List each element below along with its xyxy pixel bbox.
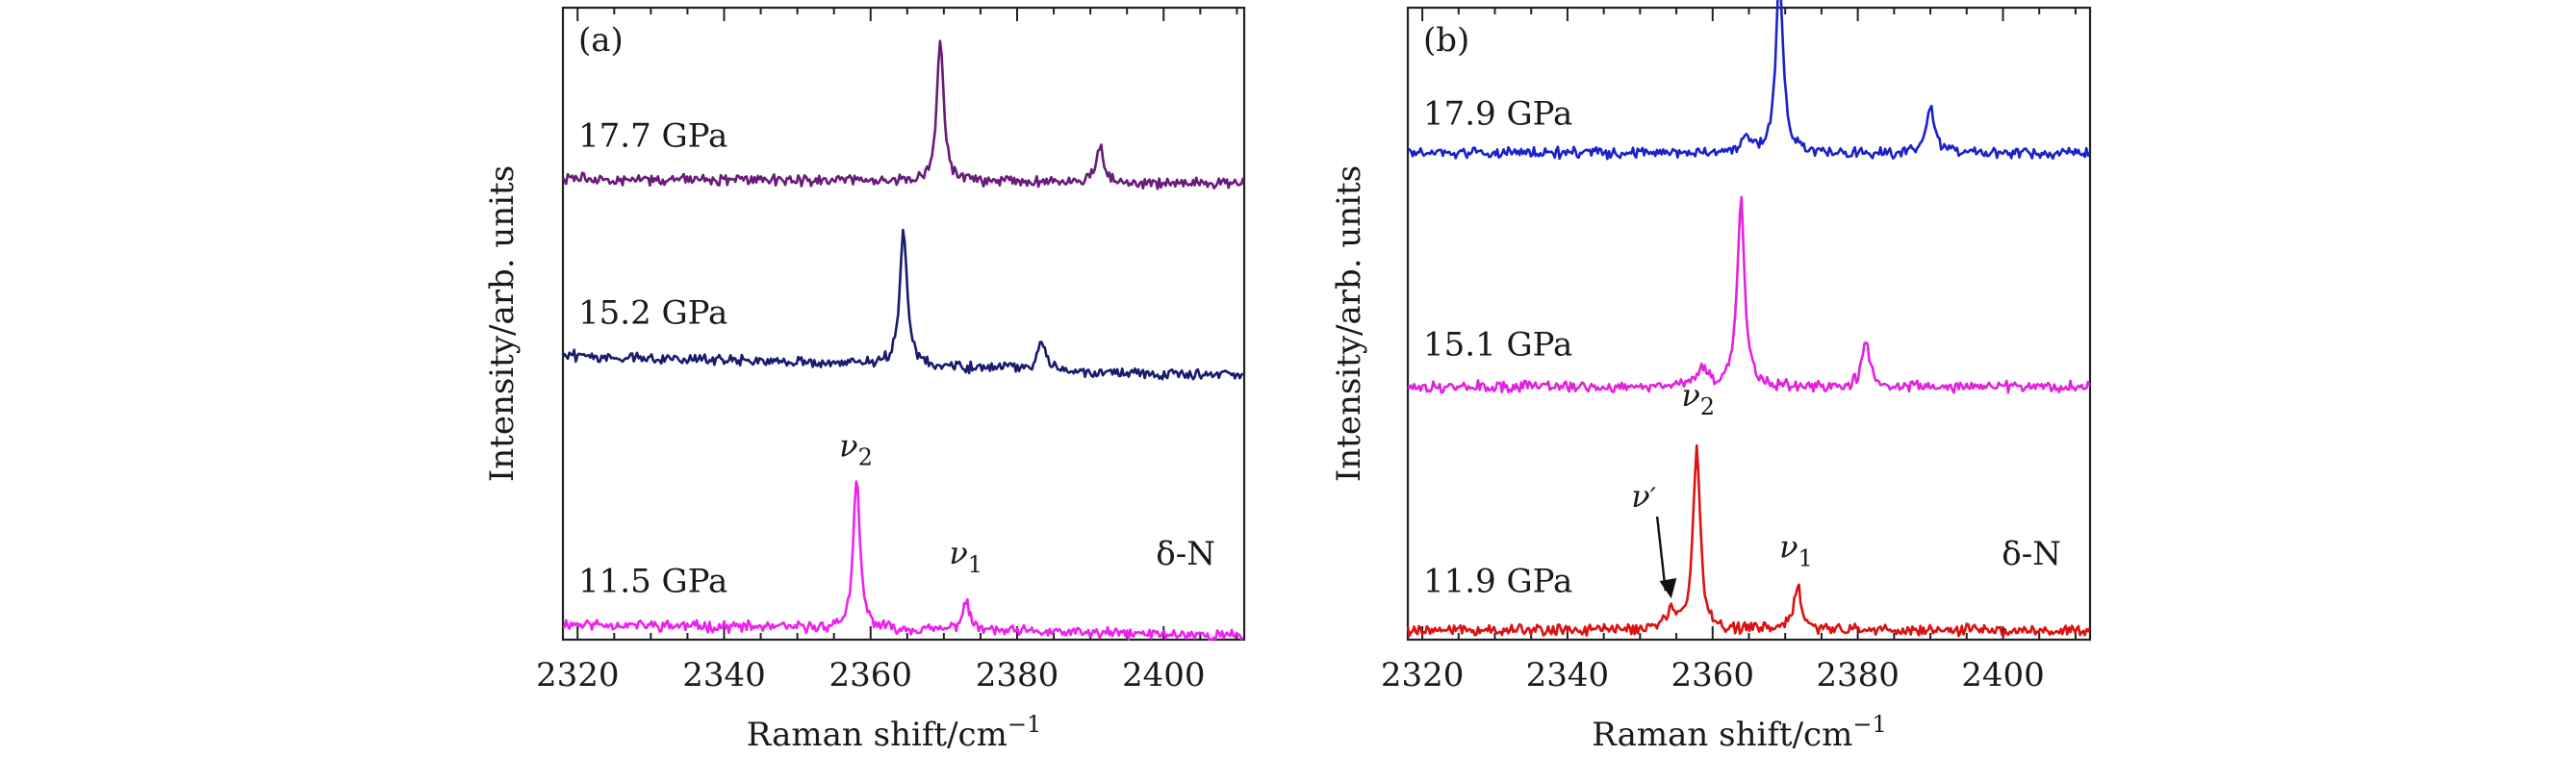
spectrum-line-15.1-gpa <box>1407 195 2091 394</box>
spectrum-line-11.9-gpa <box>1406 443 2091 638</box>
peak-symbol: ν <box>1779 529 1798 566</box>
phase-label: δ-N <box>1156 535 1215 573</box>
arrow-shaft <box>1655 516 1667 592</box>
pressure-label: 11.5 GPa <box>578 563 727 601</box>
peak-subscript: 2 <box>858 443 873 470</box>
panel-a: 2320 2340 2360 2380 2400 Raman shift/cm−1 Inte… <box>483 6 1246 754</box>
peak-symbol: ν <box>1631 478 1649 515</box>
x-axis-title-exponent: −1 <box>1852 711 1886 738</box>
panel-label: (b) <box>1423 21 1469 60</box>
x-axis-title: Raman shift/cm−1 <box>1592 711 1886 754</box>
plot-frame <box>561 6 1246 642</box>
x-tick-label: 2400 <box>1122 656 1206 694</box>
x-axis-title-text: Raman shift/cm <box>1592 716 1852 754</box>
pressure-label: 17.7 GPa <box>578 117 727 156</box>
pressure-label: 17.9 GPa <box>1423 95 1572 134</box>
peak-label-v1: ν1 <box>1779 529 1813 572</box>
x-axis-title-exponent: −1 <box>1007 711 1041 738</box>
x-tick-label: 2340 <box>682 656 766 694</box>
x-tick-label: 2320 <box>536 656 620 694</box>
x-tick-label: 2380 <box>976 656 1059 694</box>
arrow-head <box>1659 578 1677 599</box>
peak-symbol: ν <box>839 427 857 464</box>
x-axis-title: Raman shift/cm−1 <box>747 711 1041 754</box>
x-tick-label: 2400 <box>1961 656 2045 694</box>
x-tick-label: 2360 <box>1671 656 1755 694</box>
panel-label: (a) <box>578 21 624 60</box>
pressure-label: 11.9 GPa <box>1423 563 1572 601</box>
spectrum-line-17.7-gpa <box>561 39 1245 190</box>
peak-subscript: ′ <box>1650 482 1657 514</box>
peak-symbol: ν <box>949 535 967 571</box>
x-tick-label: 2340 <box>1526 656 1610 694</box>
peak-subscript: 2 <box>1700 393 1715 420</box>
x-axis-title-text: Raman shift/cm <box>747 716 1007 754</box>
peak-label-vprime: ν′ <box>1631 478 1656 515</box>
y-axis-title: Intensity/arb. units <box>483 165 522 482</box>
spectrum-line-15.2-gpa <box>561 228 1244 381</box>
pressure-label: 15.1 GPa <box>1423 325 1572 364</box>
phase-label: δ-N <box>2002 535 2061 573</box>
x-tick-label: 2320 <box>1381 656 1465 694</box>
peak-label-v1: ν1 <box>949 535 982 578</box>
spectrum-line-17.9-gpa <box>1407 0 2091 161</box>
y-axis-title: Intensity/arb. units <box>1330 165 1368 482</box>
panel-b: 2320 2340 2360 2380 2400 Raman shift/cm−1 Inte… <box>1330 0 2092 754</box>
peak-subscript: 1 <box>1798 545 1813 572</box>
x-tick-label: 2360 <box>829 656 912 694</box>
peak-symbol: ν <box>1681 377 1699 414</box>
x-tick-label: 2380 <box>1816 656 1900 694</box>
spectrum-line-11.5-gpa <box>562 480 1244 642</box>
peak-subscript: 1 <box>968 551 982 578</box>
peak-label-v2: ν2 <box>839 427 873 470</box>
pressure-label: 15.2 GPa <box>578 294 727 333</box>
peak-label-v2: ν2 <box>1681 377 1715 420</box>
